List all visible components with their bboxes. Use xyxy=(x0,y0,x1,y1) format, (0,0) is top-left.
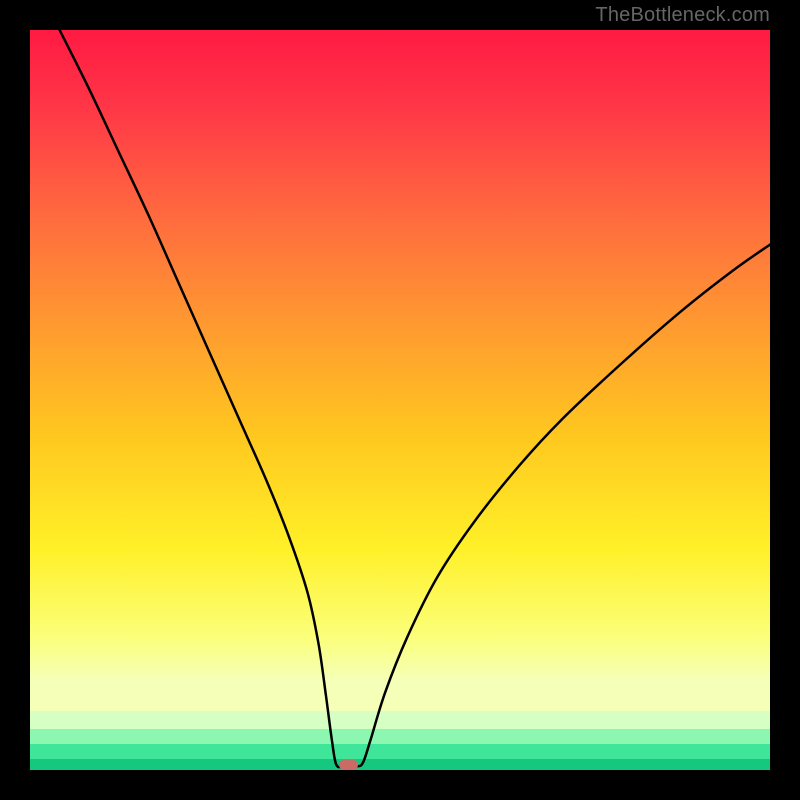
watermark-text: TheBottleneck.com xyxy=(595,4,770,27)
plot-area xyxy=(30,30,770,770)
curve-path xyxy=(60,30,770,767)
bottleneck-curve xyxy=(30,30,770,770)
chart-frame: TheBottleneck.com xyxy=(0,0,800,800)
optimum-marker xyxy=(339,760,358,770)
